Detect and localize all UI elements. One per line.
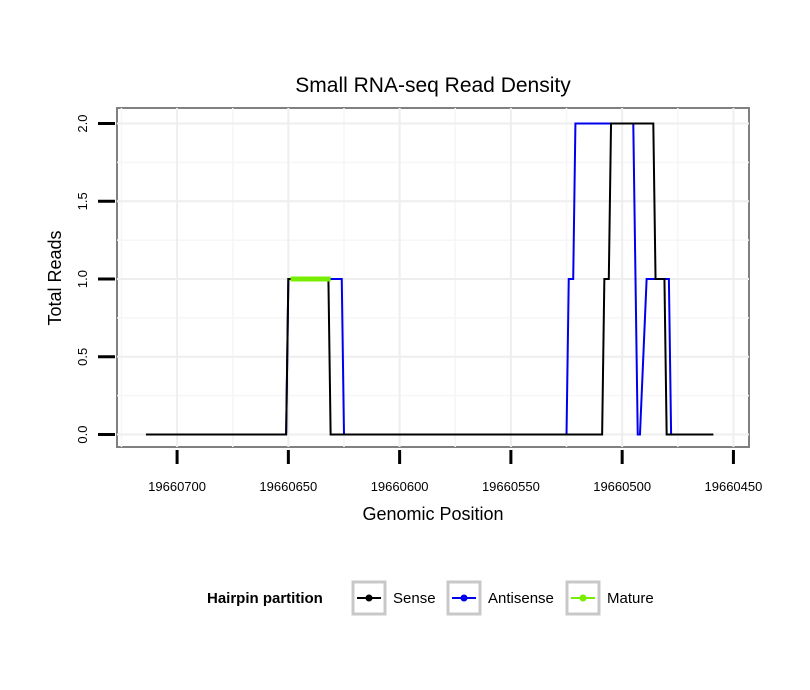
x-tick-label: 19660450: [705, 479, 763, 494]
legend-label-sense: Sense: [393, 590, 436, 607]
x-tick-label: 19660600: [371, 479, 429, 494]
legend-label-mature: Mature: [607, 590, 654, 607]
legend-key-dot: [579, 594, 587, 602]
x-tick-label: 19660650: [259, 479, 317, 494]
y-tick-label: 0.0: [75, 426, 90, 444]
legend-title: Hairpin partition: [207, 590, 323, 607]
x-axis-title: Genomic Position: [362, 504, 503, 524]
y-axis-title: Total Reads: [45, 230, 65, 325]
legend-item-sense: Sense: [351, 580, 436, 616]
chart-title: Small RNA-seq Read Density: [295, 74, 571, 97]
x-tick-label: 19660550: [482, 479, 540, 494]
legend-label-antisense: Antisense: [488, 590, 554, 607]
series-lines: [145, 122, 714, 436]
grid-lines: [117, 108, 749, 447]
x-tick-label: 19660500: [593, 479, 651, 494]
y-tick-label: 2.0: [75, 115, 90, 133]
y-tick-label: 0.5: [75, 348, 90, 366]
legend-key-dot: [460, 594, 468, 602]
x-tick-label: 19660700: [148, 479, 206, 494]
legend-item-mature: Mature: [565, 580, 654, 616]
legend-key-dot: [365, 594, 373, 602]
y-tick-label: 1.5: [75, 192, 90, 210]
plot-panel: [116, 107, 750, 448]
y-tick-label: 1.0: [75, 270, 90, 288]
legend: Hairpin partition Sense Antisense Mature: [207, 580, 654, 616]
axes: 19660700 19660650 19660600 19660550 19660500…: [75, 115, 762, 494]
legend-item-antisense: Antisense: [446, 580, 554, 616]
